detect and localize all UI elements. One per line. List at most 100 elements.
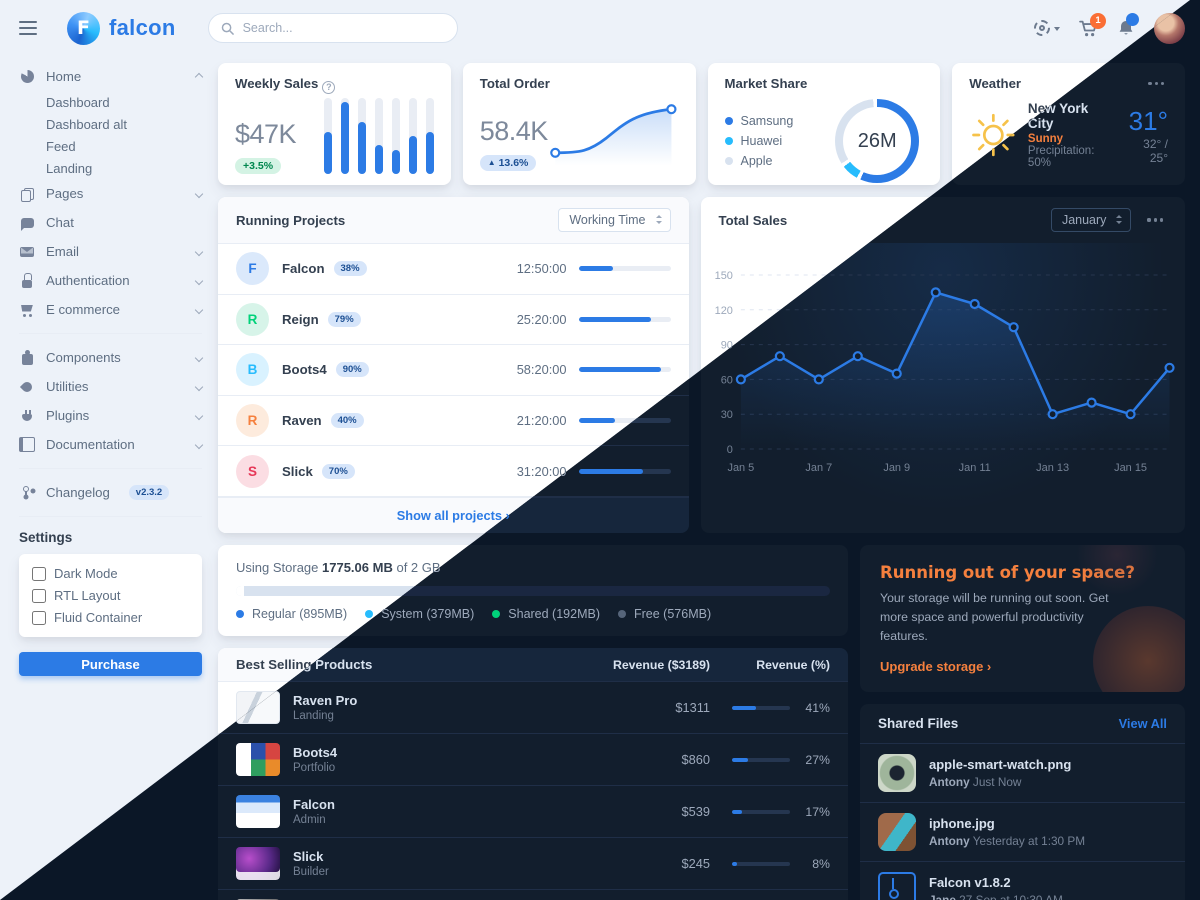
sidebar-item-changelog[interactable]: Changelog v2.3.2 [19, 478, 202, 507]
file-row[interactable]: iphone.jpg Antony Yesterday at 1:30 PM [860, 803, 1185, 863]
chevron-down-icon [194, 305, 204, 314]
settings-checkbox[interactable] [32, 588, 46, 603]
sidebar-item[interactable]: Pages [19, 179, 204, 208]
sidebar-item-home[interactable]: Home [19, 62, 204, 91]
project-avatar: R [236, 404, 269, 438]
search-input[interactable] [240, 20, 445, 36]
product-thumbnail [236, 743, 280, 776]
project-progress-badge: 90% [335, 362, 369, 378]
file-thumbnail [878, 813, 916, 852]
project-time: 25:20:00 [516, 311, 567, 327]
cart-button[interactable]: 1 [1079, 12, 1106, 37]
sidebar-item-icon [19, 215, 35, 231]
file-row[interactable]: apple-smart-watch.png Antony Just Now [860, 744, 1185, 804]
chevron-down-icon [194, 353, 204, 362]
legend-dot [365, 610, 374, 618]
legend-item[interactable]: Huawei [724, 134, 794, 148]
svg-text:150: 150 [714, 270, 732, 282]
sidebar-subitem[interactable]: Landing [46, 160, 93, 176]
month-select[interactable]: January [1050, 208, 1132, 232]
storage-segment [240, 586, 242, 596]
product-row[interactable]: Falcon Admin $539 17% [218, 786, 848, 838]
project-name: Boots4 [282, 362, 327, 378]
space-card-body: Your storage will be running out soon. G… [880, 591, 1109, 644]
sidebar-subitem[interactable]: Dashboard [46, 94, 110, 110]
storage-legend-item: Shared (192MB) [492, 607, 600, 621]
search-icon [221, 22, 234, 35]
product-category: Admin [293, 814, 326, 826]
settings-option: RTL Layout [32, 588, 189, 603]
project-progress-bar [578, 266, 671, 272]
product-row[interactable]: Raven Pro Landing $1311 41% [218, 682, 848, 734]
product-row[interactable]: Slick Builder $245 8% [218, 838, 848, 890]
sidebar-item-icon [19, 302, 35, 318]
project-row[interactable]: R Reign 79% 25:20:00 [218, 295, 689, 346]
help-icon[interactable]: ? [322, 81, 336, 94]
purchase-button[interactable]: Purchase [19, 652, 202, 676]
settings-heading: Settings [19, 530, 73, 545]
sidebar-item[interactable]: Plugins [19, 401, 204, 430]
more-menu-icon[interactable] [1144, 78, 1168, 89]
search-box[interactable] [207, 13, 458, 43]
product-row[interactable]: Boots4 Portfolio $860 27% [218, 734, 848, 786]
divider [19, 516, 202, 517]
notifications-button[interactable] [1117, 13, 1139, 37]
sidebar-item-icon [19, 186, 35, 202]
project-avatar: F [236, 252, 269, 286]
sidebar-item[interactable]: Authentication [19, 266, 204, 295]
project-name: Falcon [282, 261, 325, 277]
product-name: Falcon [293, 797, 335, 812]
notification-dot-badge [1126, 13, 1139, 26]
settings-gear-button[interactable] [1034, 20, 1060, 36]
best-selling-table: Raven Pro Landing $1311 41% [218, 682, 848, 900]
project-avatar: R [236, 302, 269, 336]
project-time: 21:20:00 [516, 413, 567, 429]
bar [323, 98, 332, 174]
weather-temp: 31° [1128, 105, 1168, 136]
project-avatar: S [236, 454, 269, 488]
shared-files-title: Shared Files [878, 716, 959, 732]
settings-checkbox[interactable] [32, 610, 46, 625]
sidebar-item[interactable]: Email [19, 237, 204, 266]
sidebar-subitem[interactable]: Dashboard alt [46, 116, 127, 132]
working-time-select[interactable]: Working Time [558, 208, 671, 232]
sidebar-item[interactable]: Chat [19, 208, 202, 237]
legend-dot [724, 137, 733, 145]
file-time: 27 Sep at 10:30 AM [959, 893, 1063, 900]
weekly-sales-value: $47K [235, 119, 297, 149]
file-time: Just Now [972, 775, 1022, 790]
projects-list: F Falcon 38% 12:50:00 R Reign 79% [218, 244, 689, 497]
storage-legend-item: Regular (895MB) [236, 607, 347, 621]
show-all-projects-link[interactable]: Show all projects › [396, 508, 510, 523]
settings-card: Dark Mode RTL Layout Fluid Container [19, 554, 202, 637]
total-order-value: 58.4K [479, 116, 549, 146]
project-progress-badge: 38% [333, 261, 367, 277]
revenue-pct-column-header: Revenue (%) [756, 657, 830, 672]
legend-item[interactable]: Apple [724, 154, 794, 168]
view-all-link[interactable]: View All [1118, 716, 1167, 732]
legend-item[interactable]: Samsung [724, 114, 793, 128]
settings-option: Dark Mode [32, 566, 189, 581]
total-order-badge: ▲ 13.6% [479, 155, 537, 171]
menu-toggle-icon[interactable] [15, 17, 41, 39]
sidebar-item-icon [19, 437, 35, 453]
falcon-logo[interactable]: F falcon [67, 11, 176, 45]
sidebar-subitem[interactable]: Feed [46, 138, 76, 154]
upgrade-storage-link[interactable]: Upgrade storage › [880, 659, 992, 675]
settings-option: Fluid Container [32, 610, 189, 625]
product-row[interactable]: Reign Pro Agency $234 7% [218, 890, 848, 900]
project-row[interactable]: B Boots4 90% 58:20:00 [218, 345, 689, 396]
project-progress-badge: 40% [330, 413, 364, 429]
sidebar-group-pages: Pages Chat Email Authentication E co [19, 179, 204, 324]
product-category: Builder [293, 866, 329, 878]
sidebar-item[interactable]: Documentation [19, 430, 204, 459]
project-row[interactable]: R Raven 40% 21:20:00 [218, 396, 689, 447]
settings-checkbox[interactable] [32, 566, 46, 581]
more-menu-icon[interactable] [1143, 214, 1167, 225]
sidebar-item[interactable]: Components [19, 343, 204, 372]
sidebar-item[interactable]: E commerce [19, 295, 204, 324]
sidebar-item[interactable]: Utilities [19, 372, 204, 401]
project-avatar: B [236, 353, 269, 387]
project-row[interactable]: F Falcon 38% 12:50:00 [218, 244, 689, 295]
file-row[interactable]: Falcon v1.8.2 Jane 27 Sep at 10:30 AM [860, 862, 1185, 900]
